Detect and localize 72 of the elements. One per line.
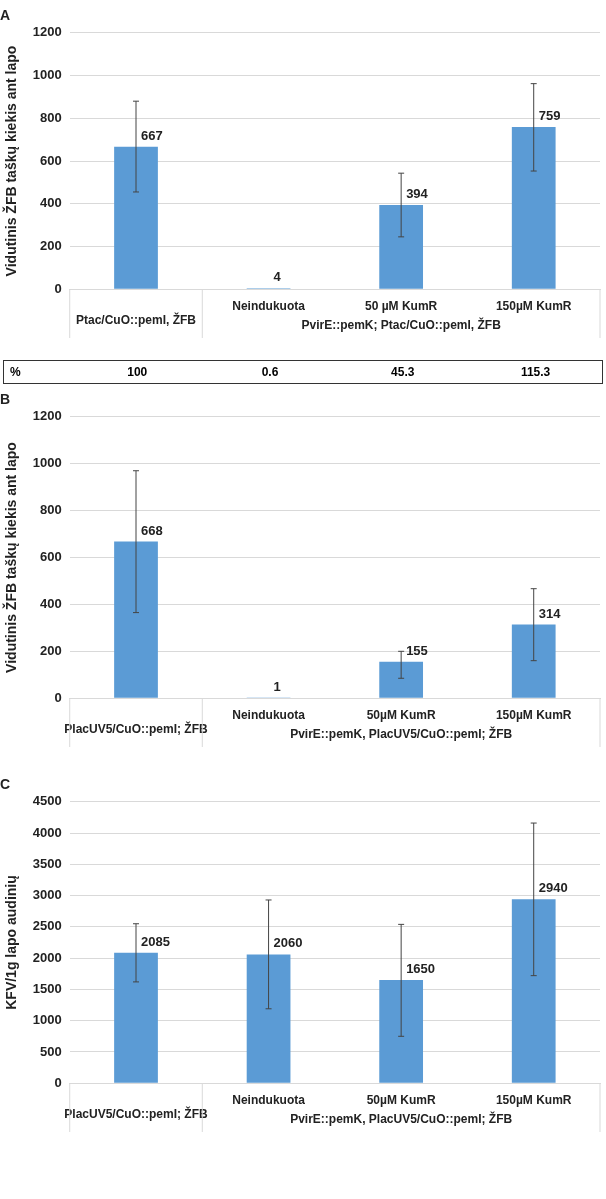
data-label: 314 bbox=[538, 605, 562, 621]
y-tick-label: 1500 bbox=[32, 980, 62, 996]
y-tick-label: 200 bbox=[40, 642, 62, 658]
y-tick-label: 4000 bbox=[32, 824, 62, 840]
y-tick-label: 1000 bbox=[32, 455, 62, 471]
y-axis-title: KFV/1g lapo audinių bbox=[3, 875, 20, 1010]
y-tick-label: 200 bbox=[40, 238, 62, 254]
bar bbox=[114, 146, 158, 289]
x-tick-label: 150µM KumR bbox=[495, 707, 572, 722]
bar bbox=[379, 980, 424, 1083]
data-label: 667 bbox=[141, 127, 163, 143]
data-label: 2060 bbox=[273, 935, 303, 951]
y-tick-label: 0 bbox=[54, 280, 62, 296]
x-tick-label: Neindukuota bbox=[232, 1092, 306, 1107]
data-label: 2085 bbox=[141, 933, 170, 949]
text: 45.3 bbox=[336, 360, 470, 384]
y-tick-label: 1200 bbox=[32, 24, 62, 40]
text: PvirE::pemK; Ptac/CuO::pemI, ŽFB bbox=[301, 317, 502, 333]
y-tick-label: 2000 bbox=[32, 949, 62, 965]
x-tick-label: PlacUV5/CuO::pemI; ŽFB bbox=[64, 1106, 209, 1122]
x-tick-label: 50µM KumR bbox=[366, 1092, 436, 1107]
bar bbox=[511, 127, 556, 289]
y-tick-label: 0 bbox=[54, 1074, 62, 1090]
text: % bbox=[3, 360, 71, 384]
data-label: 2940 bbox=[538, 880, 568, 896]
bar bbox=[114, 541, 158, 698]
bar bbox=[114, 952, 158, 1083]
text: PvirE::pemK, PlacUV5/CuO::pemI; ŽFB bbox=[290, 1111, 513, 1127]
text: 0.6 bbox=[203, 360, 337, 384]
y-tick-label: 0 bbox=[54, 689, 62, 705]
y-tick-label: 600 bbox=[40, 152, 62, 168]
data-label: 394 bbox=[406, 186, 429, 202]
y-tick-label: 1000 bbox=[32, 1012, 62, 1028]
y-axis-title: Vidutinis ŽFB taškų kiekis ant lapo bbox=[2, 442, 20, 673]
x-tick-label: Neindukuota bbox=[232, 298, 306, 313]
y-tick-label: 800 bbox=[40, 502, 62, 518]
bar bbox=[379, 661, 424, 698]
bar bbox=[379, 205, 424, 289]
bar bbox=[511, 624, 556, 698]
y-tick-label: 500 bbox=[40, 1043, 62, 1059]
x-tick-label: 150µM KumR bbox=[495, 298, 572, 313]
x-tick-label: 50 µM KumR bbox=[365, 298, 438, 313]
text: 100 bbox=[70, 360, 204, 384]
data-label: 155 bbox=[406, 642, 428, 658]
y-tick-label: 400 bbox=[40, 195, 62, 211]
x-tick-label: Ptac/CuO::pemI, ŽFB bbox=[76, 312, 197, 328]
bar bbox=[511, 899, 556, 1083]
chart-title: A bbox=[0, 7, 11, 24]
bar bbox=[246, 954, 291, 1083]
y-tick-label: 4500 bbox=[32, 793, 62, 809]
y-tick-label: 1000 bbox=[32, 67, 62, 83]
data-label: 4 bbox=[273, 269, 282, 285]
y-tick-label: 800 bbox=[40, 109, 62, 125]
x-tick-label: Neindukuota bbox=[232, 707, 306, 722]
y-tick-label: 3000 bbox=[32, 887, 62, 903]
chart-title: C bbox=[0, 776, 11, 793]
data-label: 1 bbox=[273, 679, 281, 695]
chart-title: B bbox=[0, 391, 11, 408]
y-tick-label: 600 bbox=[40, 549, 62, 565]
text: PvirE::pemK, PlacUV5/CuO::pemI; ŽFB bbox=[290, 726, 513, 742]
y-tick-label: 2500 bbox=[32, 918, 62, 934]
x-tick-label: PlacUV5/CuO::pemI; ŽFB bbox=[64, 721, 209, 737]
data-label: 759 bbox=[538, 108, 561, 124]
data-label: 668 bbox=[141, 522, 163, 538]
data-label: 1650 bbox=[406, 961, 436, 977]
x-tick-label: 150µM KumR bbox=[495, 1092, 572, 1107]
x-tick-label: 50µM KumR bbox=[366, 707, 436, 722]
text: 115.3 bbox=[469, 360, 603, 384]
y-tick-label: 3500 bbox=[32, 855, 62, 871]
y-axis-title: Vidutinis ŽFB taškų kiekis ant lapo bbox=[2, 45, 20, 277]
y-tick-label: 400 bbox=[40, 595, 62, 611]
y-tick-label: 1200 bbox=[32, 408, 62, 424]
